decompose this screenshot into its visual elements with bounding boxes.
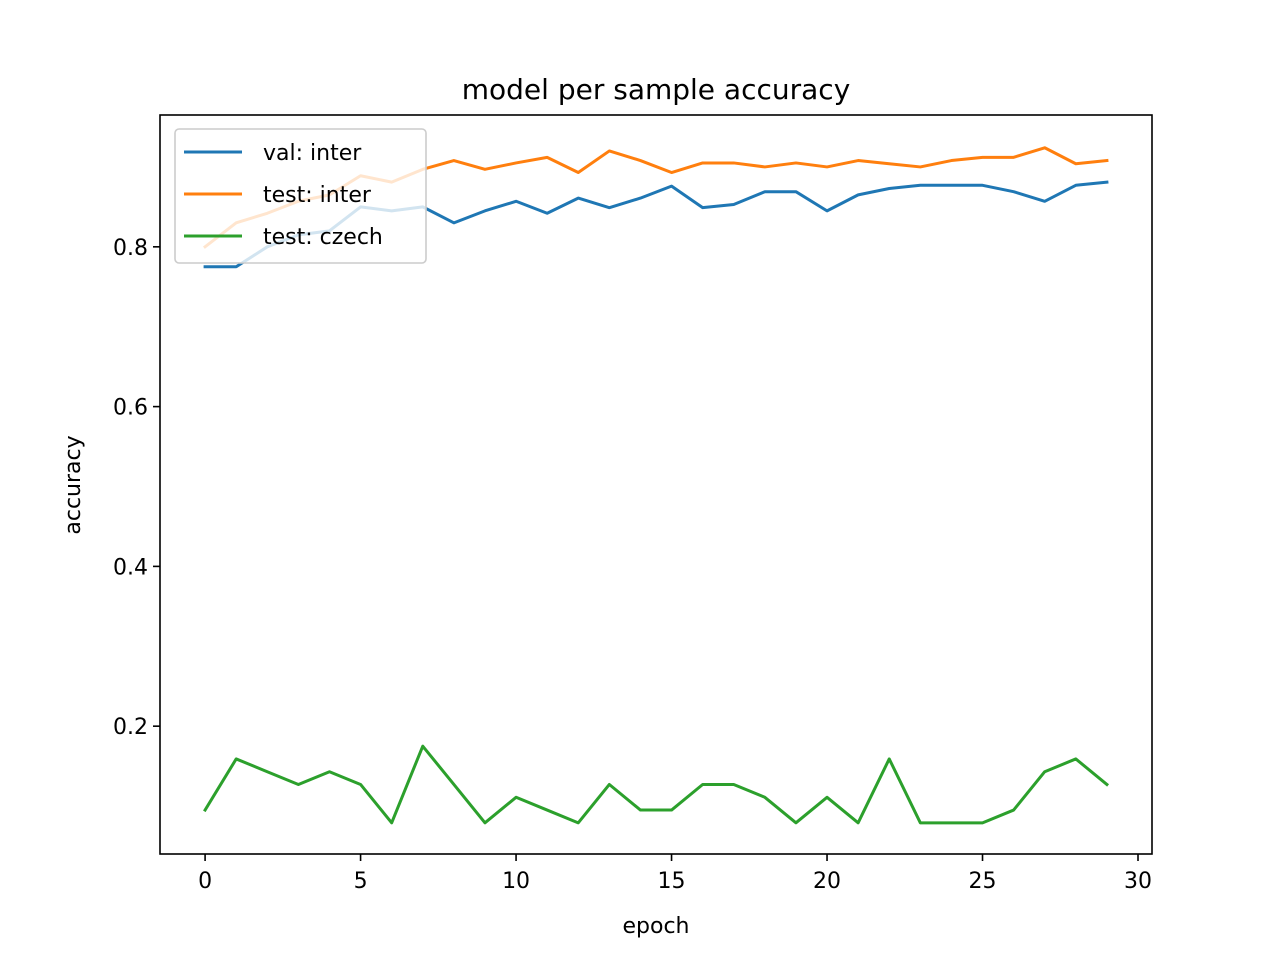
legend: val: inter test: inter test: czech — [174, 128, 427, 264]
legend-label-1: test: inter — [263, 183, 372, 208]
legend-label-2: test: czech — [263, 225, 383, 250]
legend-label-0: val: inter — [263, 141, 362, 166]
x-tick-label-0: 0 — [198, 869, 212, 894]
x-axis-label: epoch — [623, 914, 690, 939]
y-tick-label-1: 0.4 — [113, 555, 148, 580]
x-tick-label-5: 25 — [969, 869, 997, 894]
legend-box — [174, 128, 427, 264]
x-tick-label-2: 10 — [502, 869, 530, 894]
y-tick-label-0: 0.2 — [113, 715, 148, 740]
x-tick-label-4: 20 — [813, 869, 841, 894]
series-line-2 — [203, 744, 1110, 825]
x-tick-label-3: 15 — [658, 869, 686, 894]
y-tick-label-3: 0.8 — [113, 236, 148, 261]
x-tick-label-1: 5 — [354, 869, 368, 894]
chart-title: model per sample accuracy — [462, 73, 851, 106]
x-tick-label-6: 30 — [1124, 869, 1152, 894]
y-axis-label: accuracy — [61, 435, 86, 534]
x-axis: 0 5 10 15 20 25 30 — [198, 854, 1152, 894]
plot-frame — [159, 114, 1153, 855]
y-axis: 0.2 0.4 0.6 0.8 — [113, 236, 160, 740]
y-tick-label-2: 0.6 — [113, 396, 148, 421]
